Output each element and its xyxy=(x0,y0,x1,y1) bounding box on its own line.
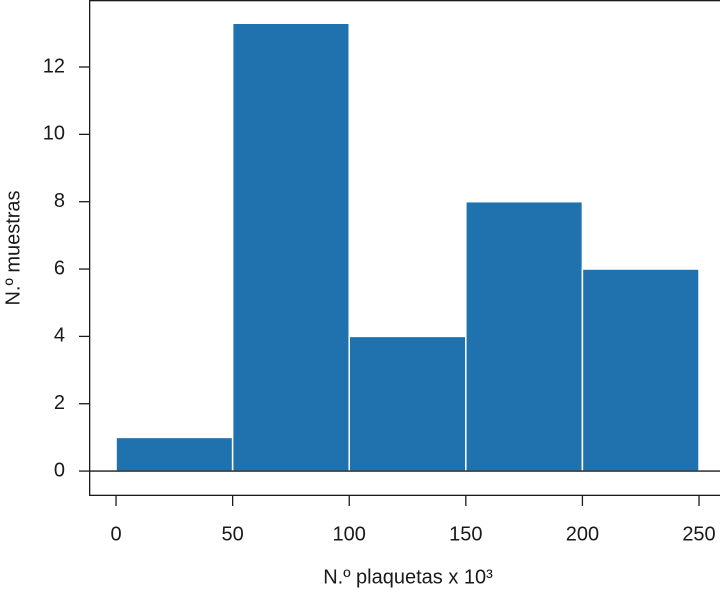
y-tick-label: 2 xyxy=(54,392,65,414)
bar xyxy=(465,200,584,472)
x-tick-label: 150 xyxy=(449,523,482,545)
y-tick-label: 6 xyxy=(54,257,65,279)
y-tick-label: 0 xyxy=(54,459,65,481)
x-axis-label: N.º plaquetas x 10³ xyxy=(323,566,493,588)
bar xyxy=(231,22,350,472)
bar xyxy=(581,268,700,472)
y-tick-label: 12 xyxy=(43,55,65,77)
x-tick-label: 100 xyxy=(333,523,366,545)
x-tick-label: 250 xyxy=(682,523,715,545)
y-tick-label: 4 xyxy=(54,325,65,347)
x-tick-label: 200 xyxy=(566,523,599,545)
x-tick-label: 0 xyxy=(110,523,121,545)
plot-frame xyxy=(89,0,720,497)
y-tick-label: 10 xyxy=(43,123,65,145)
y-tick-label: 8 xyxy=(54,190,65,212)
y-axis-label: N.º muestras xyxy=(2,190,24,305)
bar xyxy=(115,436,234,472)
bar xyxy=(348,335,467,472)
x-tick-label: 50 xyxy=(222,523,244,545)
